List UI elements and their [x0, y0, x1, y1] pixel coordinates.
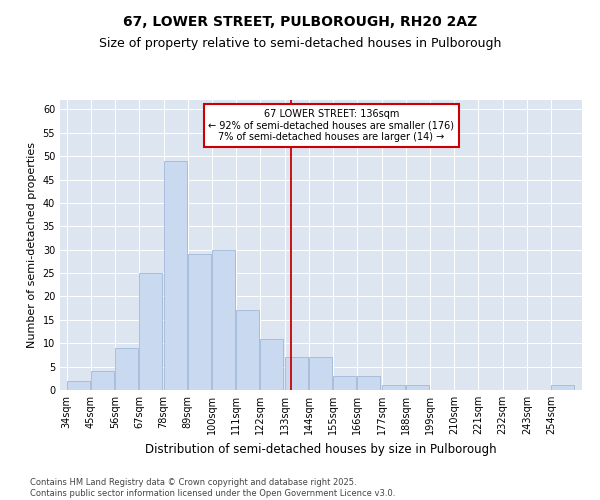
Bar: [67, 380, 89, 390]
Bar: [236, 310, 259, 390]
Bar: [164, 161, 187, 390]
Bar: [406, 386, 429, 390]
Text: Contains HM Land Registry data © Crown copyright and database right 2025.
Contai: Contains HM Land Registry data © Crown c…: [30, 478, 395, 498]
Bar: [188, 254, 211, 390]
Bar: [139, 273, 163, 390]
Bar: [551, 386, 574, 390]
Bar: [115, 348, 138, 390]
Bar: [309, 358, 332, 390]
Bar: [260, 338, 283, 390]
Bar: [284, 358, 308, 390]
Text: Size of property relative to semi-detached houses in Pulborough: Size of property relative to semi-detach…: [99, 38, 501, 51]
Bar: [212, 250, 235, 390]
Bar: [382, 386, 404, 390]
Bar: [333, 376, 356, 390]
Y-axis label: Number of semi-detached properties: Number of semi-detached properties: [27, 142, 37, 348]
Text: 67, LOWER STREET, PULBOROUGH, RH20 2AZ: 67, LOWER STREET, PULBOROUGH, RH20 2AZ: [123, 15, 477, 29]
Bar: [91, 372, 114, 390]
X-axis label: Distribution of semi-detached houses by size in Pulborough: Distribution of semi-detached houses by …: [145, 442, 497, 456]
Bar: [358, 376, 380, 390]
Text: 67 LOWER STREET: 136sqm
← 92% of semi-detached houses are smaller (176)
7% of se: 67 LOWER STREET: 136sqm ← 92% of semi-de…: [208, 108, 454, 142]
